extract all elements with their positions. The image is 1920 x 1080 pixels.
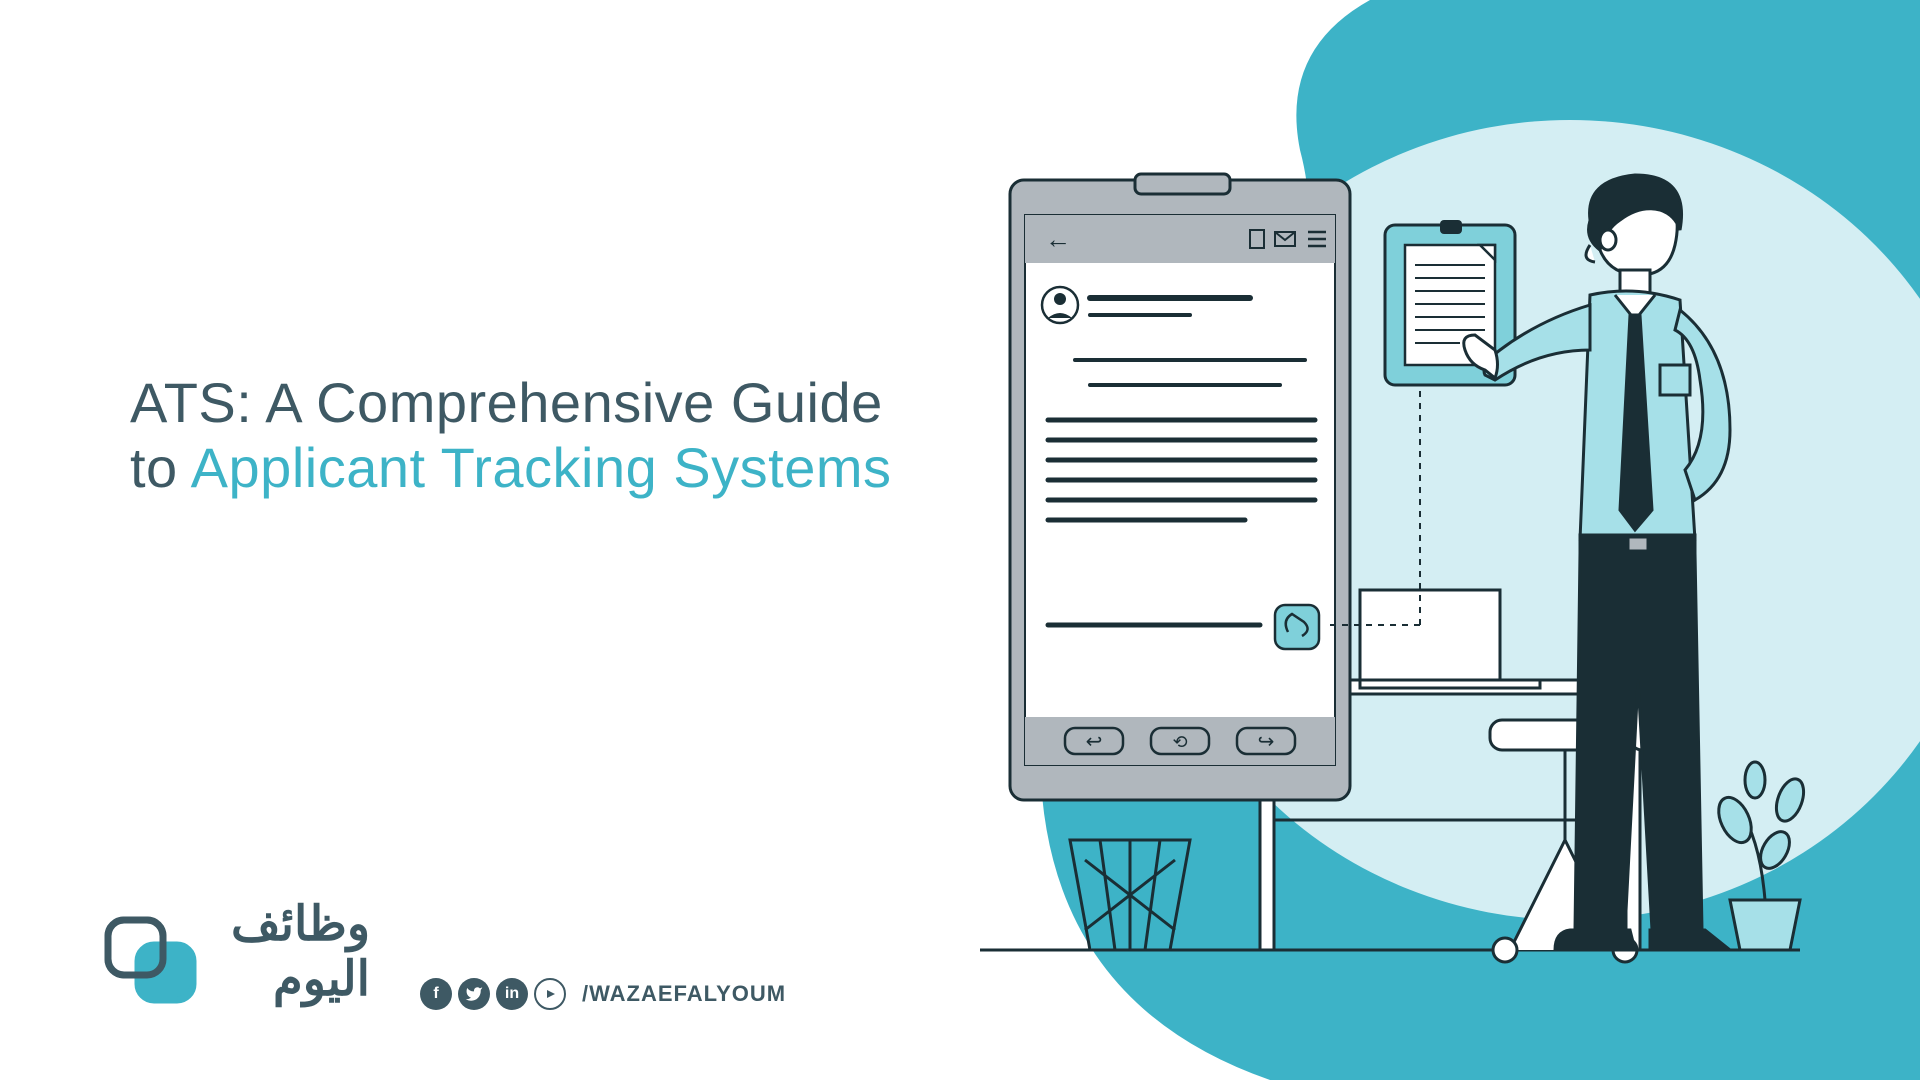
twitter-icon[interactable] — [458, 978, 490, 1010]
youtube-icon[interactable] — [534, 978, 566, 1010]
title-highlight: Applicant Tracking Systems — [191, 436, 892, 499]
plant-illustration — [1712, 762, 1809, 950]
svg-text:↪: ↪ — [1258, 731, 1275, 753]
wastebasket-illustration — [1070, 840, 1190, 950]
social-handle: /WAZAEFALYOUM — [582, 981, 786, 1007]
linkedin-icon[interactable]: in — [496, 978, 528, 1010]
attachment-button — [1275, 605, 1319, 649]
phone-mockup: ← ↩ ⟲ ↪ — [1010, 174, 1350, 800]
title-line-2: to Applicant Tracking Systems — [130, 435, 892, 500]
svg-text:اليوم: اليوم — [273, 953, 370, 1008]
title-line-1: ATS: A Comprehensive Guide — [130, 370, 892, 435]
footer-brand: وظائف اليوم f in /WAZAEFALYOUM — [100, 890, 786, 1010]
social-links: f in /WAZAEFALYOUM — [420, 978, 786, 1010]
title-prefix: to — [130, 436, 191, 499]
facebook-icon[interactable]: f — [420, 978, 452, 1010]
svg-text:وظائف: وظائف — [231, 898, 370, 953]
back-icon: ← — [1045, 224, 1071, 254]
hero-illustration: ← ↩ ⟲ ↪ — [940, 120, 1840, 1000]
page-title: ATS: A Comprehensive Guide to Applicant … — [130, 370, 892, 500]
brand-logo: وظائف اليوم — [100, 890, 380, 1010]
svg-text:⟲: ⟲ — [1172, 732, 1187, 752]
svg-text:↩: ↩ — [1086, 731, 1103, 753]
